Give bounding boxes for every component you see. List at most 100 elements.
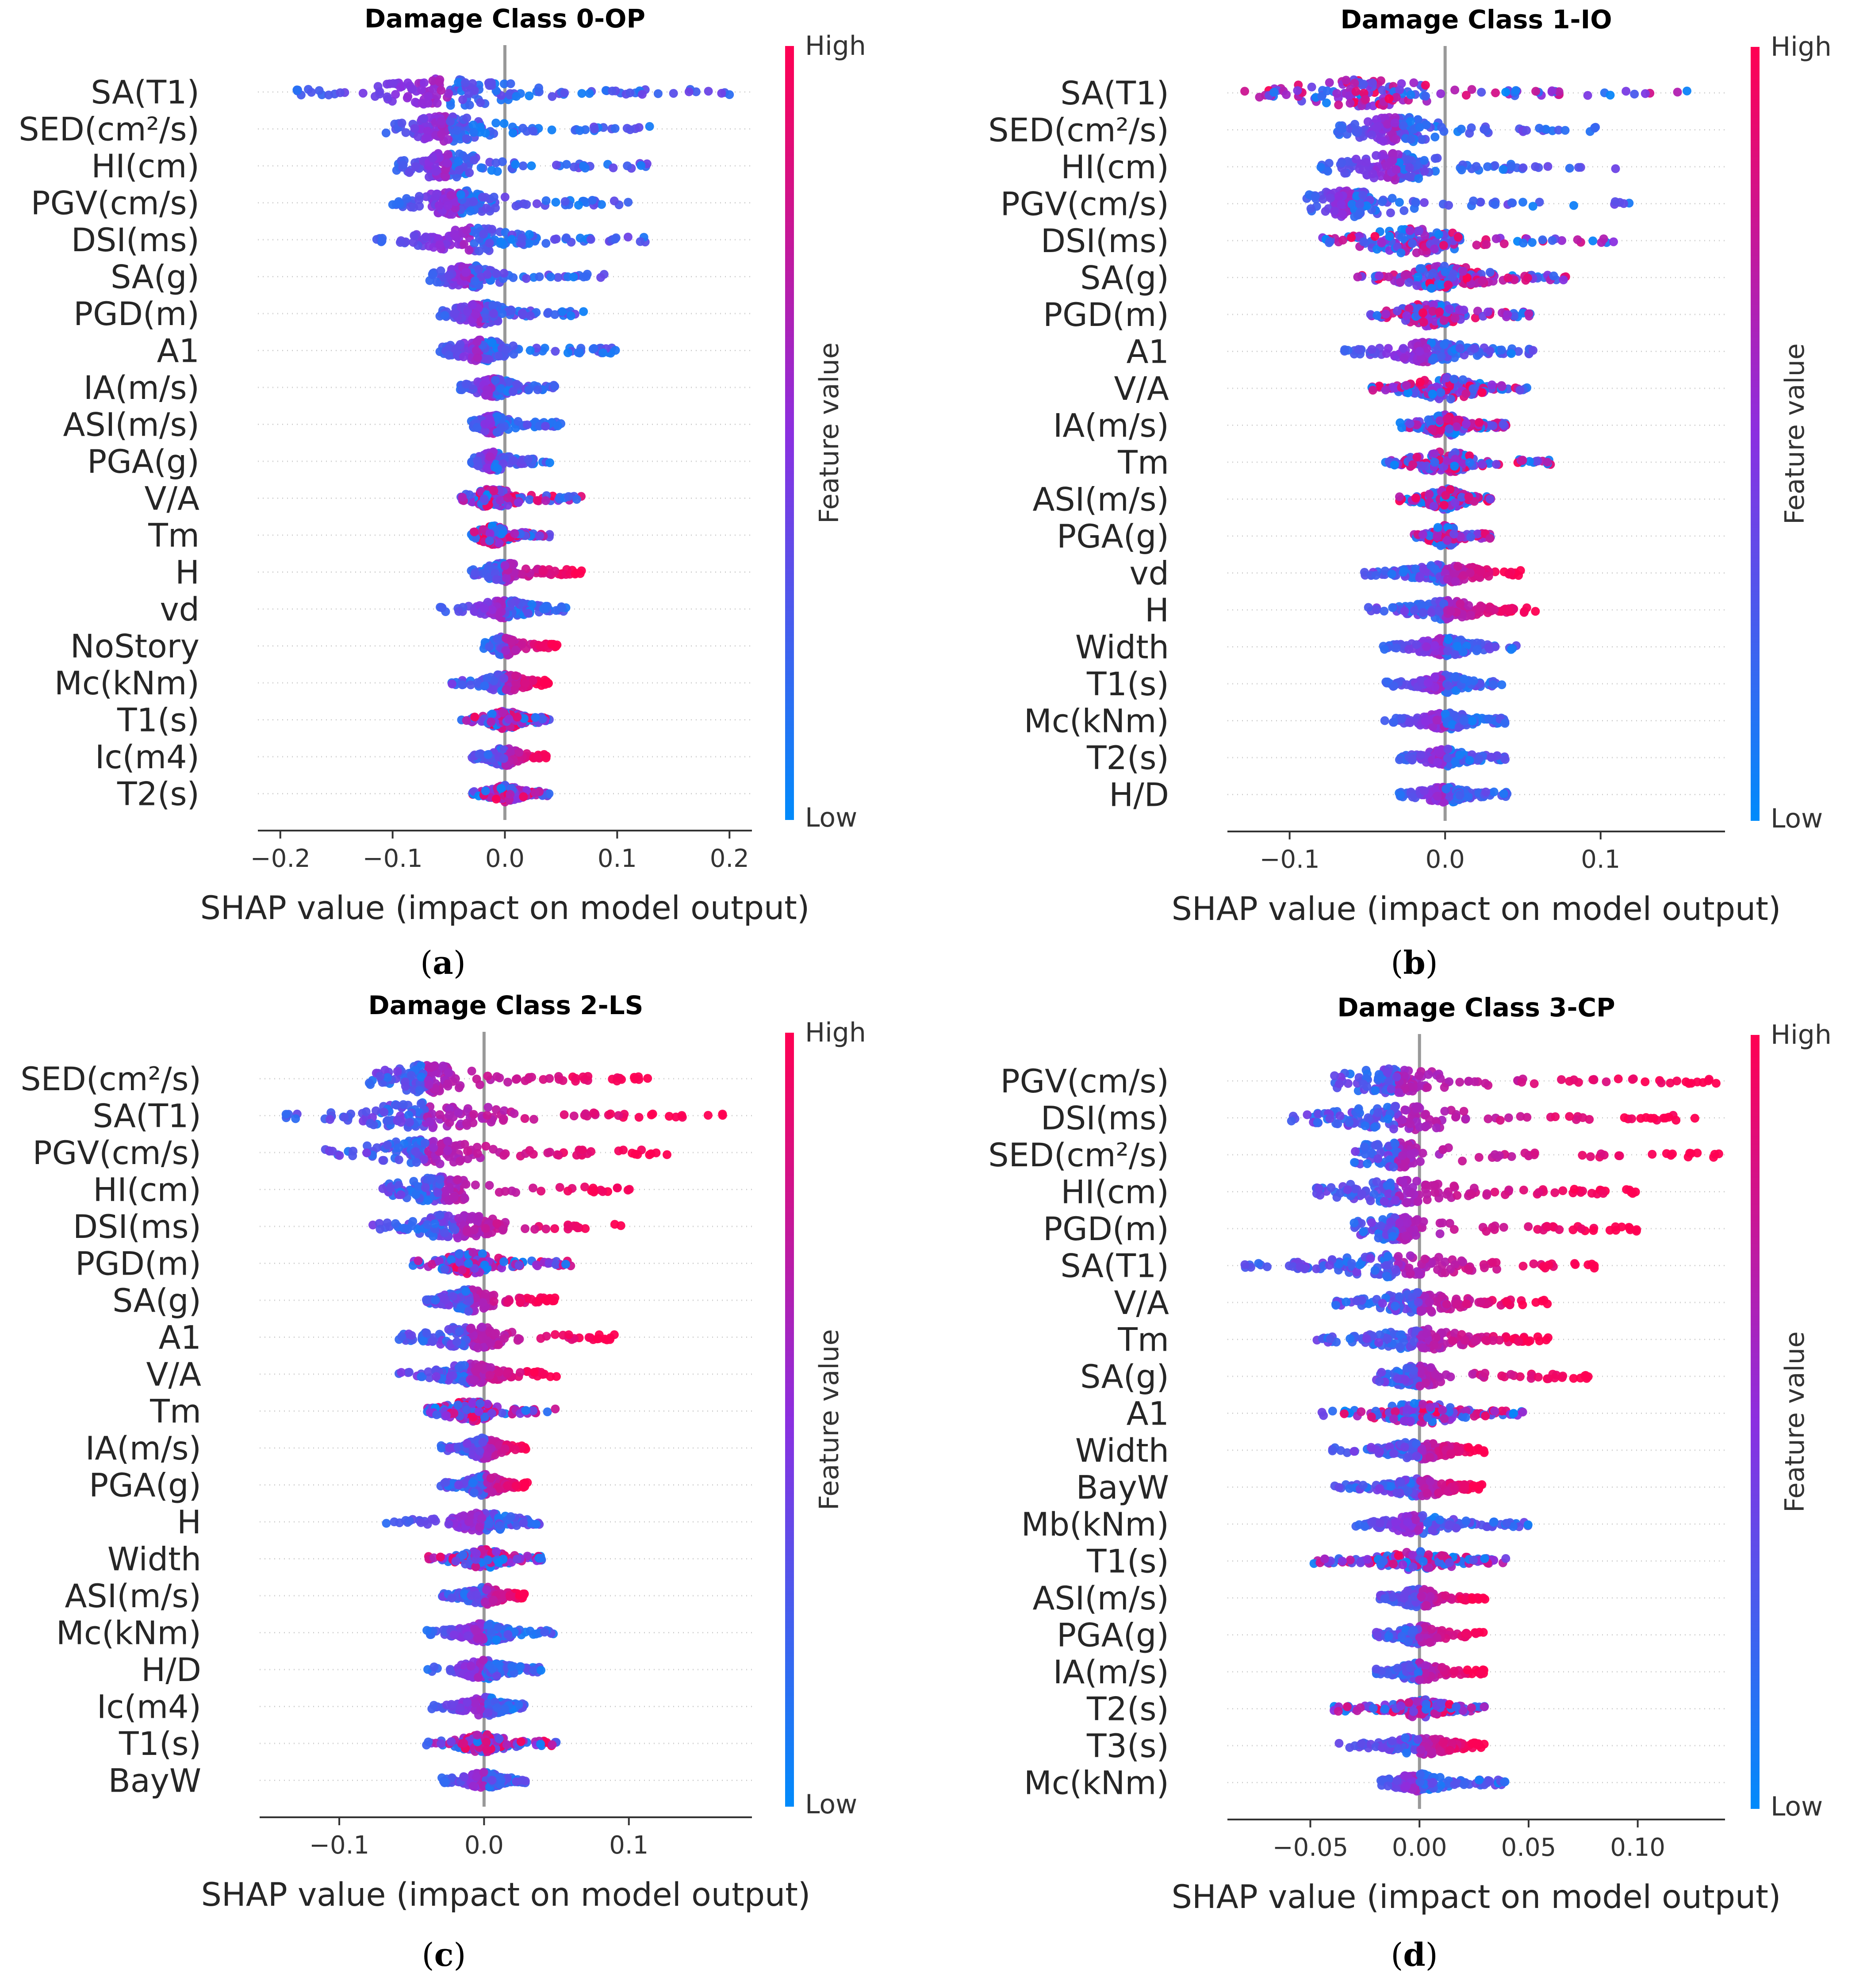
shap-point [1673,88,1682,97]
shap-point [1464,492,1473,502]
shap-point [510,685,519,694]
chart-title: Damage Class 1-IO [1340,4,1612,34]
shap-point [441,172,450,181]
shap-point [514,748,524,757]
shap-point [1478,276,1487,285]
shap-point [487,225,497,234]
shap-point [454,157,463,166]
shap-point [572,495,581,504]
shap-point [1377,238,1386,248]
shap-point [1354,345,1363,354]
shap-point [452,126,461,135]
shap-point [1543,458,1552,467]
shap-point [470,276,479,286]
shap-point [1342,76,1351,85]
shap-point [506,790,515,799]
shap-point [409,238,418,247]
shap-point [498,708,507,717]
shap-point [507,560,516,569]
shap-point [480,604,489,613]
shap-point [1630,89,1639,99]
feature-label: PGV(cm/s) [31,185,199,222]
shap-point [1444,201,1453,210]
beeswarm-row [1302,186,1634,221]
beeswarm-row [388,186,633,219]
shap-point [1345,91,1354,100]
shap-chart-svg: Damage Class 0-OPSA(T1)SED(cm²/s)HI(cm)P… [19,4,866,981]
shap-point [462,226,471,235]
feature-label: PGD(m) [73,295,199,333]
shap-point [1532,456,1541,466]
shap-point [446,191,456,200]
shap-point [472,346,481,355]
shap-point [1338,235,1348,245]
feature-label: SA(T1) [91,74,199,111]
shap-point [466,680,475,689]
shap-point [402,194,411,203]
shap-chart-svg: Damage Class 1-IOSA(T1)SED(cm²/s)HI(cm)P… [988,4,1832,981]
shap-point [527,161,536,170]
x-tick-label: 0.1 [598,844,637,873]
shap-point [574,200,583,210]
shap-point [454,78,463,87]
shap-point [1499,239,1509,249]
shap-point [1583,91,1592,100]
shap-point [1469,196,1478,206]
shap-point [481,786,490,796]
beeswarm-row [1410,521,1495,550]
shap-point [1404,155,1413,165]
shap-point [1406,117,1415,126]
beeswarm-row [1316,149,1620,184]
shap-point [433,99,442,108]
shap-point [1523,273,1532,283]
shap-point [336,88,345,97]
shap-point [1429,300,1438,310]
shap-point [1361,95,1370,104]
shap-point [509,387,518,396]
shap-point [437,130,446,139]
shap-point [1443,456,1452,465]
shap-point [1421,80,1430,90]
shap-point [588,195,597,205]
colorbar [785,46,794,820]
shap-point [1367,130,1376,139]
shap-point [1325,78,1334,87]
feature-label: PGA(g) [1057,518,1169,555]
shap-point [1497,382,1507,391]
shap-point [545,458,554,467]
shap-point [1439,241,1448,250]
feature-label: V/A [145,480,200,518]
shap-point [514,498,523,507]
colorbar-low-label: Low [805,802,857,833]
shap-point [437,603,447,613]
shap-point [500,192,510,202]
shap-point [445,271,454,280]
shap-point [1430,244,1439,253]
feature-label: SA(g) [1080,260,1169,297]
shap-point [1420,198,1429,207]
shap-point [469,197,478,206]
shap-point [292,85,302,95]
shap-point [506,636,516,646]
shap-point [437,116,446,126]
shap-point [1337,158,1346,168]
shap-point [525,91,534,100]
shap-point [307,88,316,97]
shap-point [533,496,542,505]
feature-label: ASI(m/s) [1032,481,1169,519]
shap-point [506,79,515,88]
shap-point [431,167,441,176]
shap-point [470,527,479,536]
shap-point [461,268,470,277]
shap-point [1372,245,1382,254]
shap-point [509,349,518,359]
shap-point [562,233,571,242]
feature-label: SA(T1) [1060,75,1169,112]
shap-point [1415,123,1424,132]
shap-point [436,266,445,276]
shap-point [451,203,460,213]
shap-point [1471,313,1480,322]
shap-point [410,231,419,240]
shap-point [414,132,422,142]
shap-point [459,240,468,249]
